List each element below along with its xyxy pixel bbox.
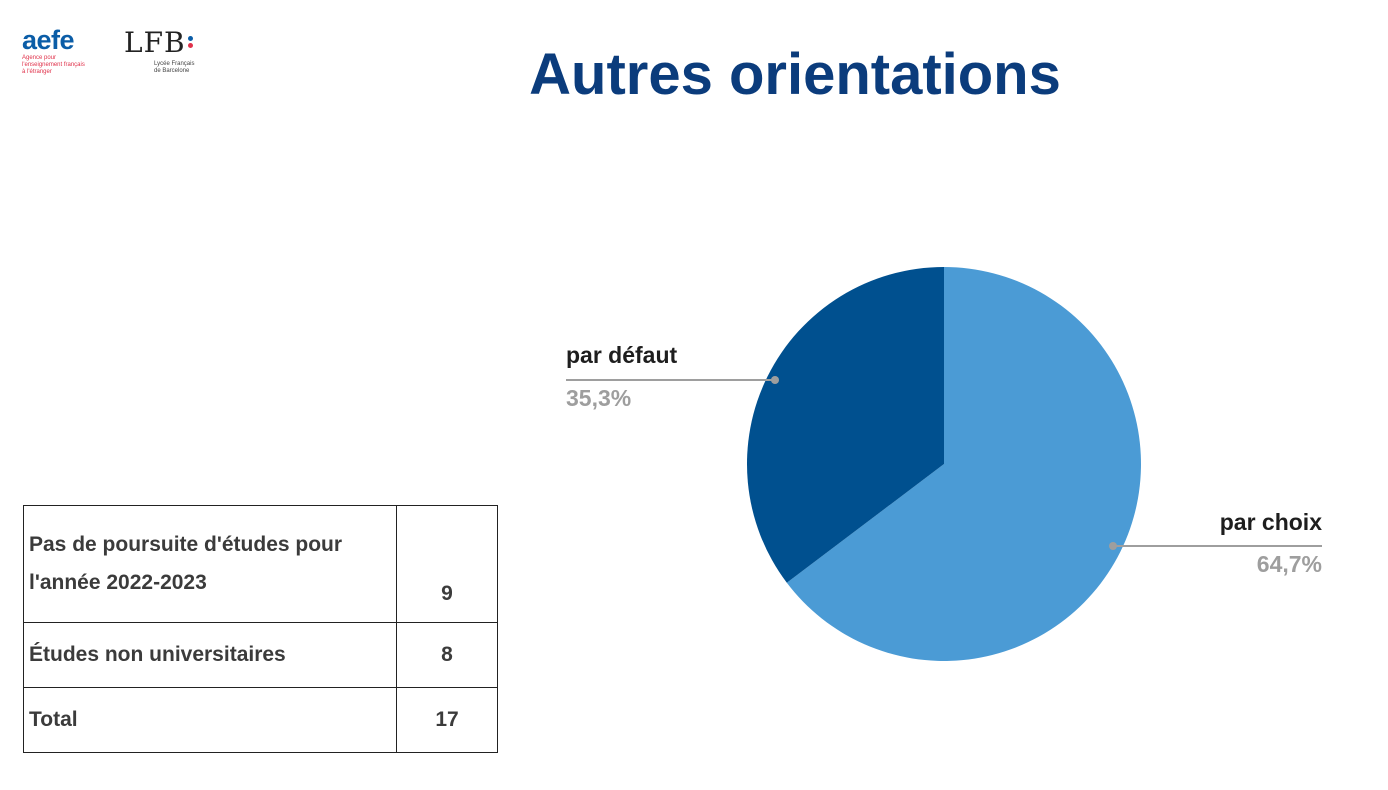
leader-dot [771,376,779,384]
slice-label: par défaut [566,342,678,368]
table-cell-label: Total [23,687,397,753]
table-cell-value: 17 [396,687,498,753]
page-title: Autres orientations [529,42,1061,107]
slice-label: par choix [1220,509,1322,535]
aefe-logo: aefe Agence pour l'enseignement français… [22,26,102,76]
table-cell-value: 9 [396,505,498,623]
lfb-logo-tagline: Lycée Français de Barcelone [154,61,195,74]
pie-slice-par-choix [786,267,1141,661]
lfb-logo-word: LFB [124,26,186,59]
lfb-logo: LFB Lycée Français de Barcelone [124,28,204,78]
pie-slice-par-defaut [746,266,944,583]
aefe-logo-word: aefe [22,25,75,55]
leader-dot [1109,542,1117,550]
slice-percent-label: 35,3% [566,385,631,411]
slice-percent-label: 64,7% [1257,551,1322,577]
summary-table: Pas de poursuite d'études pour l'année 2… [23,505,498,753]
table-row: Total 17 [23,687,498,753]
table-row: Pas de poursuite d'études pour l'année 2… [23,505,498,623]
lfb-logo-dots [188,36,193,50]
table-cell-label: Pas de poursuite d'études pour l'année 2… [23,505,397,623]
aefe-logo-tagline: Agence pour l'enseignement français à l'… [22,55,85,75]
